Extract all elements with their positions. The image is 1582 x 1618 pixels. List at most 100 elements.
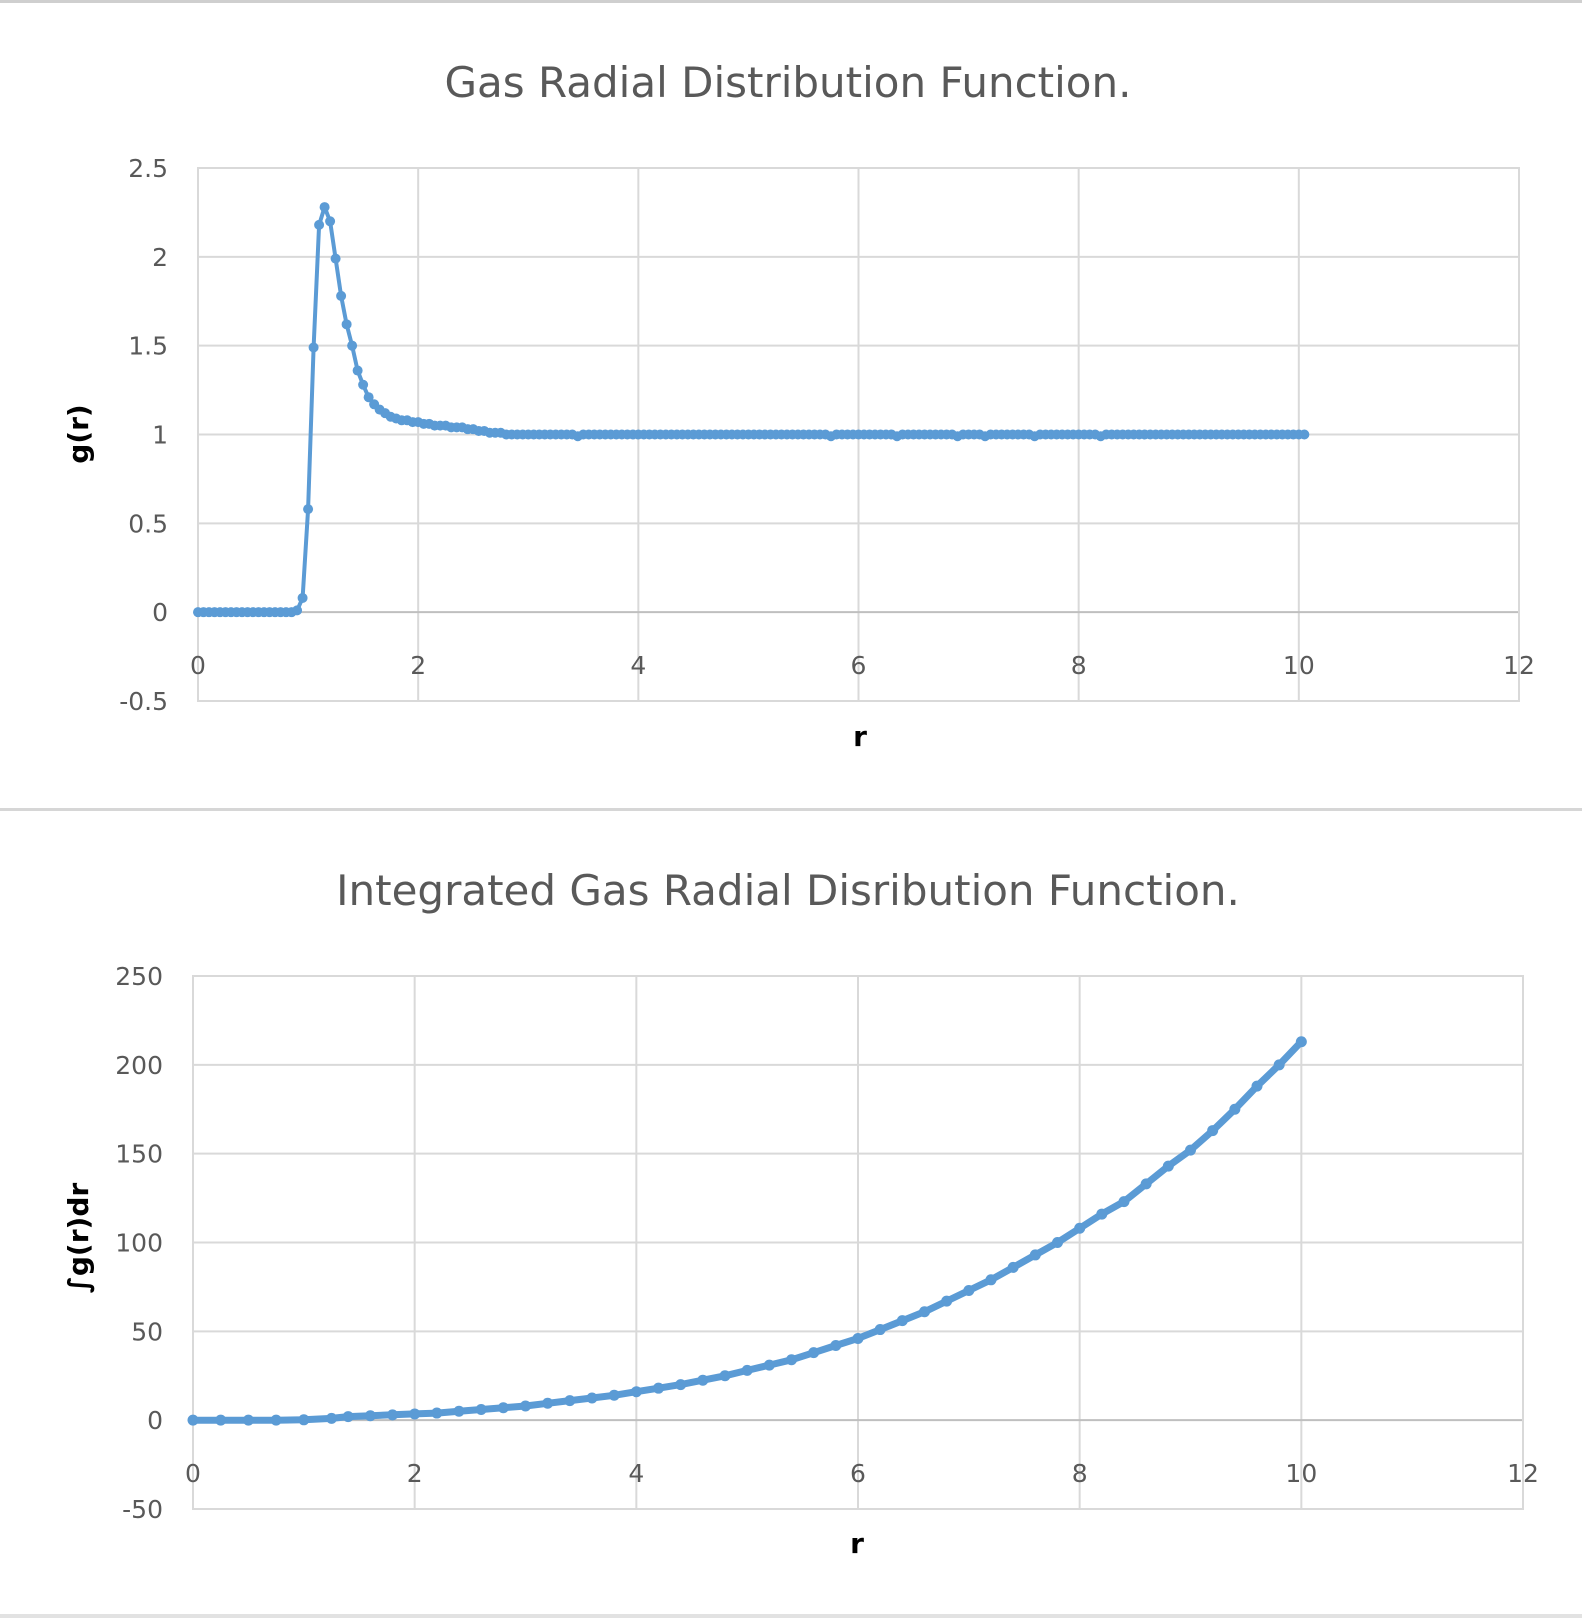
x-tick-label: 4: [630, 651, 646, 680]
data-point: [298, 1414, 310, 1426]
x-tick-label: 10: [1285, 1459, 1317, 1488]
data-point: [187, 1414, 199, 1426]
data-point: [1029, 1249, 1041, 1261]
x-axis-label: r: [850, 1527, 864, 1560]
data-point: [1162, 1160, 1174, 1172]
data-point: [342, 1411, 354, 1423]
y-tick-label: 2: [152, 243, 168, 272]
data-point: [586, 1392, 598, 1404]
data-point: [1096, 1208, 1108, 1220]
chart-gas-rdf: Gas Radial Distribution Function. r g(r)…: [62, 58, 1535, 753]
data-point: [336, 290, 347, 301]
y-tick-label: 100: [115, 1229, 163, 1258]
data-point: [1074, 1222, 1086, 1234]
top-divider: [0, 0, 1582, 3]
y-axis-label: ∫g(r)dr: [62, 1183, 95, 1294]
x-tick-label: 4: [628, 1459, 644, 1488]
y-tick-label: -0.5: [119, 687, 168, 716]
data-point: [520, 1400, 531, 1412]
y-tick-label: 250: [115, 962, 163, 991]
data-point: [347, 340, 358, 351]
data-point: [1052, 1237, 1063, 1248]
data-point: [319, 202, 330, 213]
data-point: [1185, 1144, 1196, 1156]
y-tick-label: 2.5: [128, 154, 168, 183]
data-point: [963, 1284, 975, 1296]
middle-divider: [0, 808, 1582, 811]
data-point: [919, 1306, 930, 1318]
data-point: [1273, 1059, 1285, 1071]
data-point: [1118, 1196, 1130, 1208]
chart-title: Gas Radial Distribution Function.: [445, 58, 1132, 107]
data-point: [303, 504, 314, 515]
y-tick-label: 0.5: [128, 509, 168, 538]
bottom-divider: [0, 1614, 1582, 1618]
plot-area: 0 2 4 6 8 10 12 -0.5 0 0.5 1 1.5 2 2.5: [119, 154, 1535, 716]
data-point: [363, 392, 374, 403]
y-tick-label: 1: [152, 421, 168, 450]
data-point: [896, 1315, 908, 1327]
data-point: [786, 1354, 797, 1366]
y-tick-label: 50: [131, 1317, 163, 1346]
data-point: [697, 1374, 709, 1386]
y-tick-label: 0: [152, 598, 168, 627]
data-point: [1140, 1178, 1152, 1190]
data-point: [763, 1359, 775, 1371]
x-tick-label: 6: [851, 651, 867, 680]
x-tick-label: 8: [1072, 1459, 1088, 1488]
data-point: [364, 1410, 376, 1422]
x-axis-label: r: [853, 720, 867, 753]
data-point: [808, 1347, 820, 1359]
data-point: [1207, 1125, 1219, 1137]
plot-border: [192, 975, 1524, 1510]
plot-area: 0 2 4 6 8 10 12 -50 0 50 100 150 200 250: [115, 962, 1539, 1524]
x-tick-label: 6: [850, 1459, 866, 1488]
plot-border: [197, 167, 1520, 702]
data-point: [985, 1274, 997, 1286]
data-point: [852, 1332, 864, 1344]
data-point: [270, 1414, 282, 1426]
x-tick-label: 2: [410, 651, 426, 680]
x-tick-label: 0: [185, 1459, 201, 1488]
data-point: [941, 1295, 953, 1307]
y-tick-label: 150: [115, 1140, 163, 1169]
x-tick-label: 8: [1071, 651, 1087, 680]
y-tick-label: -50: [122, 1495, 163, 1524]
data-point: [542, 1397, 554, 1409]
x-tick-label: 10: [1283, 651, 1315, 680]
y-tick-label: 0: [147, 1406, 163, 1435]
x-tick-label: 12: [1503, 651, 1535, 680]
data-point: [314, 219, 325, 230]
y-tick-label: 1.5: [128, 332, 168, 361]
x-tick-label: 2: [407, 1459, 423, 1488]
series-line: [196, 205, 1307, 615]
data-point: [215, 1414, 227, 1426]
data-point: [564, 1395, 576, 1407]
data-point: [330, 253, 341, 264]
data-point: [1251, 1080, 1263, 1092]
chart-integrated-gas-rdf: Integrated Gas Radial Disribution Functi…: [62, 866, 1539, 1560]
data-point: [830, 1340, 842, 1352]
x-tick-label: 12: [1507, 1459, 1539, 1488]
data-point: [358, 379, 369, 390]
data-point: [297, 592, 308, 603]
x-tick-label: 0: [190, 651, 206, 680]
series-line: [189, 1038, 1305, 1424]
data-point: [1295, 1036, 1307, 1048]
data-point: [453, 1405, 465, 1417]
chart-title: Integrated Gas Radial Disribution Functi…: [336, 866, 1240, 915]
data-point: [475, 1404, 487, 1416]
data-point: [630, 1386, 642, 1398]
data-point: [352, 365, 363, 376]
data-point: [409, 1408, 421, 1420]
data-point: [608, 1389, 620, 1401]
y-tick-label: 200: [115, 1051, 163, 1080]
data-point: [292, 605, 303, 616]
data-point: [387, 1409, 398, 1421]
data-point: [325, 216, 336, 227]
data-point: [1007, 1261, 1019, 1273]
data-point: [1229, 1103, 1241, 1115]
data-point: [242, 1414, 254, 1426]
data-point: [719, 1370, 731, 1382]
